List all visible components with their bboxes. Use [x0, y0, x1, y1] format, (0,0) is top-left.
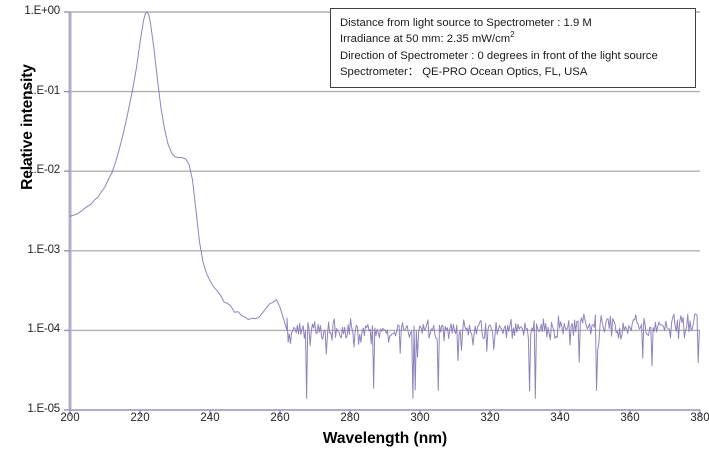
x-tick-label-7: 340 — [550, 412, 570, 424]
annotation-irradiance-text: Irradiance at 50 mm: 2.35 mW/cm — [340, 33, 511, 46]
annotation-line-spectrometer: Spectrometer： QE-PRO Ocean Optics, FL, U… — [340, 65, 588, 78]
x-tick-label-9: 380 — [690, 412, 709, 424]
x-tick-label-5: 300 — [410, 412, 430, 424]
annotation-line-irradiance: Irradiance at 50 mm: 2.35 mW/cm2 — [340, 31, 686, 47]
x-axis-title: Wavelength (nm) — [322, 430, 448, 447]
y-tick-label-3: 1.E-02 — [27, 164, 60, 177]
measurement-conditions-box: Distance from light source to Spectromet… — [330, 8, 696, 89]
y-axis-title: Relative intensity — [19, 64, 36, 190]
x-tick-label-1: 220 — [130, 412, 150, 424]
x-tick-label-6: 320 — [480, 412, 500, 424]
y-tick-label-4: 1.E-01 — [27, 84, 60, 97]
x-tick-label-2: 240 — [200, 412, 220, 424]
annotation-line-direction: Direction of Spectrometer : 0 degrees in… — [340, 49, 658, 62]
x-tick-label-0: 200 — [60, 412, 80, 424]
annotation-line-distance: Distance from light source to Spectromet… — [340, 17, 592, 29]
y-tick-label-1: 1.E-04 — [27, 323, 60, 336]
x-tick-label-4: 280 — [340, 412, 360, 424]
y-tick-label-2: 1.E-03 — [27, 243, 60, 256]
x-tick-label-3: 260 — [270, 412, 290, 424]
spectrum-line — [70, 11, 700, 399]
y-tick-label-0: 1.E-05 — [27, 403, 60, 415]
y-tick-label-5: 1.E+00 — [24, 5, 60, 17]
annotation-irradiance-exponent: 2 — [510, 30, 515, 40]
x-tick-label-8: 360 — [620, 412, 640, 424]
